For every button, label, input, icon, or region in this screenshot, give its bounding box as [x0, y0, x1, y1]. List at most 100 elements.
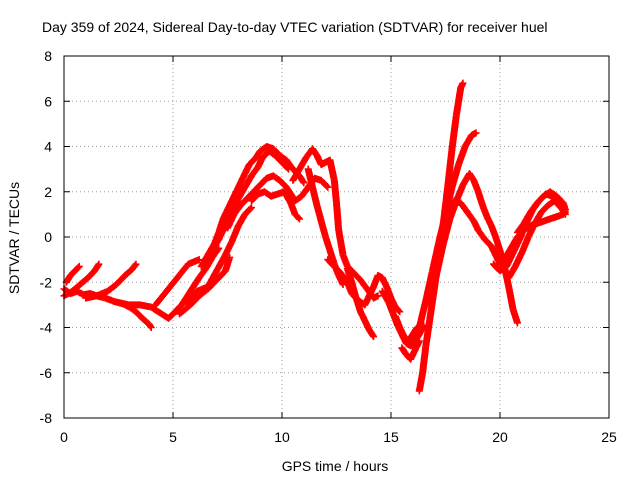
data-point-run — [224, 212, 237, 232]
data-point-run — [463, 208, 477, 224]
data-point-run — [298, 185, 311, 200]
data-point-run — [546, 188, 559, 199]
data-point-run — [228, 196, 242, 216]
y-tick-label: -8 — [40, 410, 53, 426]
data-point-run — [186, 275, 202, 295]
data-point-run — [269, 145, 283, 158]
data-point-run — [330, 262, 344, 276]
series-arc-15 — [324, 256, 404, 316]
y-tick-label: 2 — [44, 184, 52, 200]
data-point-run — [511, 250, 525, 270]
x-tick-label: 15 — [383, 429, 399, 445]
data-point — [374, 292, 382, 300]
y-tick-label: -6 — [40, 365, 53, 381]
x-tick-label: 5 — [169, 429, 177, 445]
x-axis-label: GPS time / hours — [282, 458, 389, 474]
data-point-run — [265, 147, 278, 159]
data-point-run — [128, 261, 139, 274]
data-point-run — [448, 162, 462, 191]
y-tick-label: -4 — [40, 320, 53, 336]
data-point-run — [533, 193, 546, 207]
data-point-run — [67, 268, 78, 279]
data-point-run — [112, 273, 128, 288]
data-point — [513, 319, 521, 327]
data-point-run — [250, 182, 263, 196]
data-point-run — [313, 201, 325, 224]
y-tick-label: 6 — [44, 93, 52, 109]
data-point-run — [457, 199, 470, 215]
data-point-run — [121, 267, 134, 279]
data-point-run — [422, 269, 436, 304]
data-point-run — [276, 152, 289, 163]
data-point-run — [481, 235, 494, 249]
data-point-run — [77, 275, 91, 287]
data-point-run — [104, 282, 119, 295]
data-point-run — [496, 263, 509, 275]
data-point-run — [391, 303, 403, 314]
data-point-run — [518, 234, 532, 257]
x-tick-label: 10 — [274, 429, 290, 445]
series-arc-11 — [224, 172, 332, 232]
data-point-run — [176, 302, 193, 318]
data-point-run — [71, 280, 84, 293]
data-point-run — [173, 261, 191, 282]
data-point — [132, 260, 140, 268]
data-point-run — [551, 197, 564, 210]
y-tick-labels: -8 -6 -4 -2 0 2 4 6 8 — [40, 48, 53, 426]
chart-title: Day 359 of 2024, Sidereal Day-to-day VTE… — [42, 19, 548, 35]
data-point-run — [213, 252, 229, 275]
y-tick-label: 4 — [44, 139, 52, 155]
data-point-run — [433, 241, 447, 277]
data-point-run — [204, 268, 220, 291]
x-tick-label: 20 — [492, 429, 508, 445]
data-point-run — [291, 210, 302, 222]
data-point — [324, 183, 332, 191]
data-point-run — [67, 286, 78, 296]
data-point-run — [348, 278, 360, 301]
data-point-run — [553, 192, 566, 206]
data-point-run — [152, 289, 169, 309]
data-point-run — [444, 198, 458, 218]
data-point — [561, 206, 569, 214]
series-arc-6 — [152, 256, 203, 309]
data-point-run — [324, 256, 337, 269]
data-point-run — [139, 314, 152, 327]
data-point — [459, 79, 467, 87]
data-point-run — [409, 325, 423, 352]
data-point-run — [248, 164, 261, 180]
data-point-run — [461, 132, 475, 150]
data-series — [60, 79, 569, 395]
x-tick-label: 0 — [60, 429, 68, 445]
data-point-run — [337, 269, 350, 285]
data-point-run — [455, 144, 469, 169]
data-point-run — [276, 176, 289, 190]
plot-frame — [63, 55, 610, 419]
data-point-run — [237, 196, 250, 209]
data-point-run — [503, 250, 516, 270]
series-arc-13 — [289, 145, 382, 302]
data-point-run — [195, 266, 209, 282]
data-point-run — [256, 175, 270, 189]
data-point-run — [428, 239, 443, 275]
data-point — [285, 165, 293, 173]
data-point-run — [208, 246, 222, 261]
data-point-run — [278, 158, 291, 172]
data-point-run — [291, 193, 304, 205]
data-point-run — [317, 176, 331, 190]
data-point — [295, 215, 303, 223]
data-point-run — [221, 239, 235, 259]
data-point — [247, 204, 255, 212]
data-point-run — [537, 203, 551, 216]
data-point-run — [145, 320, 154, 330]
data-point-run — [513, 221, 527, 236]
data-point-run — [317, 217, 329, 240]
series-arc-8 — [182, 204, 255, 307]
data-point-run — [71, 264, 82, 275]
data-point — [300, 179, 308, 187]
data-point-run — [496, 257, 507, 268]
data-point-run — [350, 269, 363, 283]
data-point-run — [213, 268, 228, 284]
data-point-run — [422, 314, 434, 350]
series-arc-2 — [60, 260, 103, 300]
